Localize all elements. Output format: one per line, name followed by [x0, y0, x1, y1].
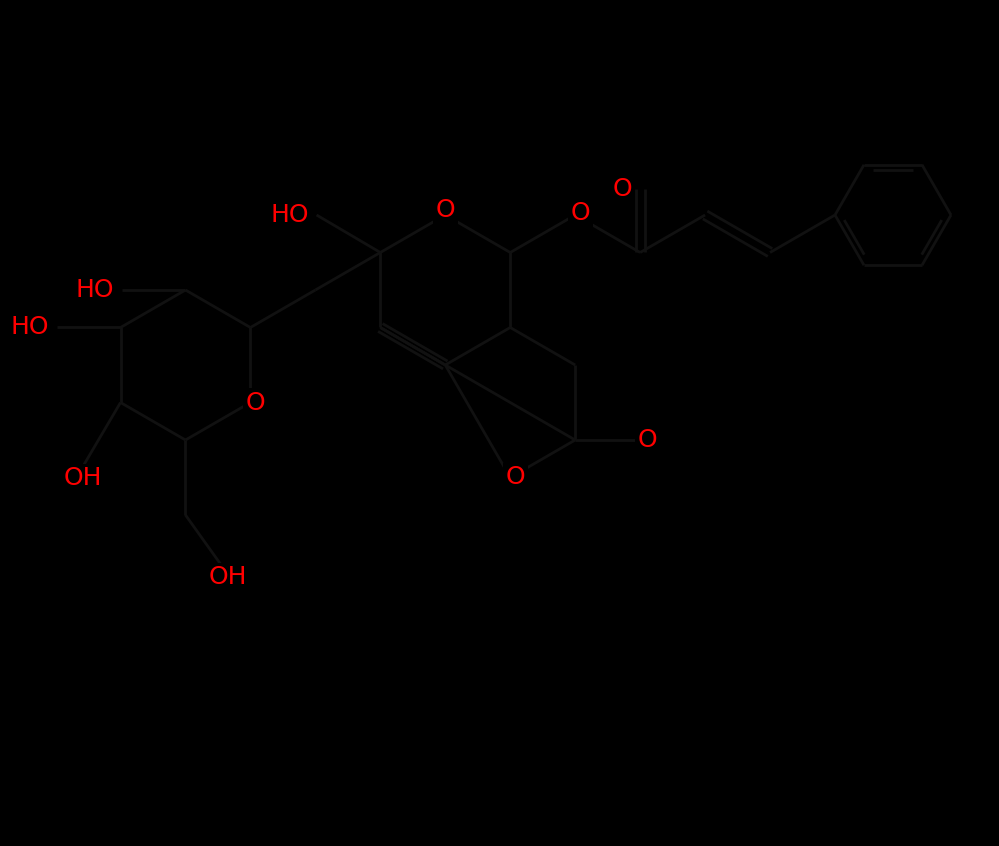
Text: HO: HO [270, 203, 309, 227]
Text: OH: OH [64, 466, 102, 490]
Text: HO: HO [75, 278, 114, 302]
Text: OH: OH [209, 565, 247, 590]
Text: O: O [505, 465, 525, 490]
Text: O: O [246, 391, 266, 415]
Text: O: O [436, 198, 456, 222]
Text: O: O [570, 201, 590, 225]
Text: O: O [612, 177, 632, 201]
Text: O: O [637, 428, 656, 452]
Text: HO: HO [10, 316, 49, 339]
